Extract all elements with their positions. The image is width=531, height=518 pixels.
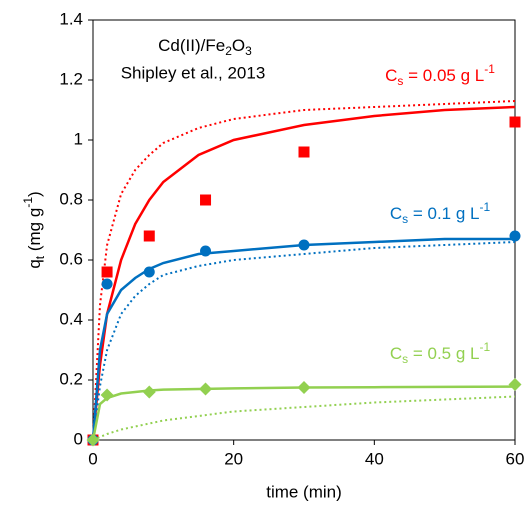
series-label-part: C <box>385 66 397 85</box>
chart-title: Cd(II)/Fe2O3 <box>158 36 252 58</box>
series-label-part: -1 <box>479 200 490 214</box>
series-label-part: = 0.5 g L <box>408 344 479 363</box>
marker <box>199 382 213 396</box>
fit-curve <box>91 237 515 441</box>
y-axis-label-part: q <box>25 259 44 268</box>
marker <box>509 116 521 128</box>
y-tick-label: 1.2 <box>59 69 83 88</box>
x-tick-label: 60 <box>506 449 525 468</box>
marker <box>509 230 521 242</box>
x-tick-label: 20 <box>224 449 243 468</box>
y-axis-label-part: ) <box>25 191 44 197</box>
marker <box>297 381 311 394</box>
fit-curve-dotted <box>92 100 516 441</box>
fit-curve-dotted <box>92 395 516 441</box>
marker <box>101 266 113 278</box>
series-label-part: s <box>402 212 408 226</box>
series-label: Cs = 0.5 g L-1 <box>390 340 491 366</box>
marker <box>101 278 113 290</box>
marker <box>200 194 212 206</box>
y-tick-label: 0.6 <box>59 249 83 268</box>
marker <box>200 245 212 257</box>
chart-title-part: 3 <box>245 44 252 58</box>
fit-curve-dotted <box>92 241 516 441</box>
plot-frame <box>92 19 516 441</box>
series-label-part: C <box>390 204 402 223</box>
y-tick-label: 1.4 <box>59 9 83 28</box>
chart-subtitle: Shipley et al., 2013 <box>121 63 266 82</box>
marker <box>86 433 100 447</box>
series-label-part: s <box>402 352 408 366</box>
marker <box>100 388 114 402</box>
chart-title-part: 2 <box>225 44 232 58</box>
marker <box>298 239 310 251</box>
chart-title-part: Cd(II)/Fe <box>158 36 225 55</box>
chart-title-part: O <box>232 36 245 55</box>
marker <box>143 266 155 278</box>
y-tick-label: 0.2 <box>59 369 83 388</box>
y-tick-label: 0 <box>74 429 83 448</box>
y-tick-label: 0.4 <box>59 309 83 328</box>
series-label-part: -1 <box>484 62 495 76</box>
series-label-part: s <box>397 74 403 88</box>
fit-curve <box>91 385 516 441</box>
y-axis-label-part: -1 <box>21 197 35 208</box>
x-tick-label: 40 <box>365 449 384 468</box>
y-axis-label-part: t <box>33 255 47 259</box>
marker <box>143 230 155 242</box>
x-tick-label: 0 <box>88 449 97 468</box>
series-label-part: C <box>390 344 402 363</box>
marker <box>508 378 522 391</box>
x-axis-label: time (min) <box>266 482 342 501</box>
series-label-part: = 0.05 g L <box>403 66 484 85</box>
series-label-part: -1 <box>479 340 490 354</box>
marker <box>142 385 156 399</box>
marker <box>298 146 310 158</box>
series-label: Cs = 0.1 g L-1 <box>390 200 491 226</box>
series-label: Cs = 0.05 g L-1 <box>385 62 495 88</box>
y-tick-label: 1 <box>74 129 83 148</box>
y-axis-label-part: (mg g <box>25 208 44 256</box>
series-label-part: = 0.1 g L <box>408 204 479 223</box>
y-axis-label: qt (mg g-1) <box>21 191 47 268</box>
y-tick-label: 0.8 <box>59 189 83 208</box>
